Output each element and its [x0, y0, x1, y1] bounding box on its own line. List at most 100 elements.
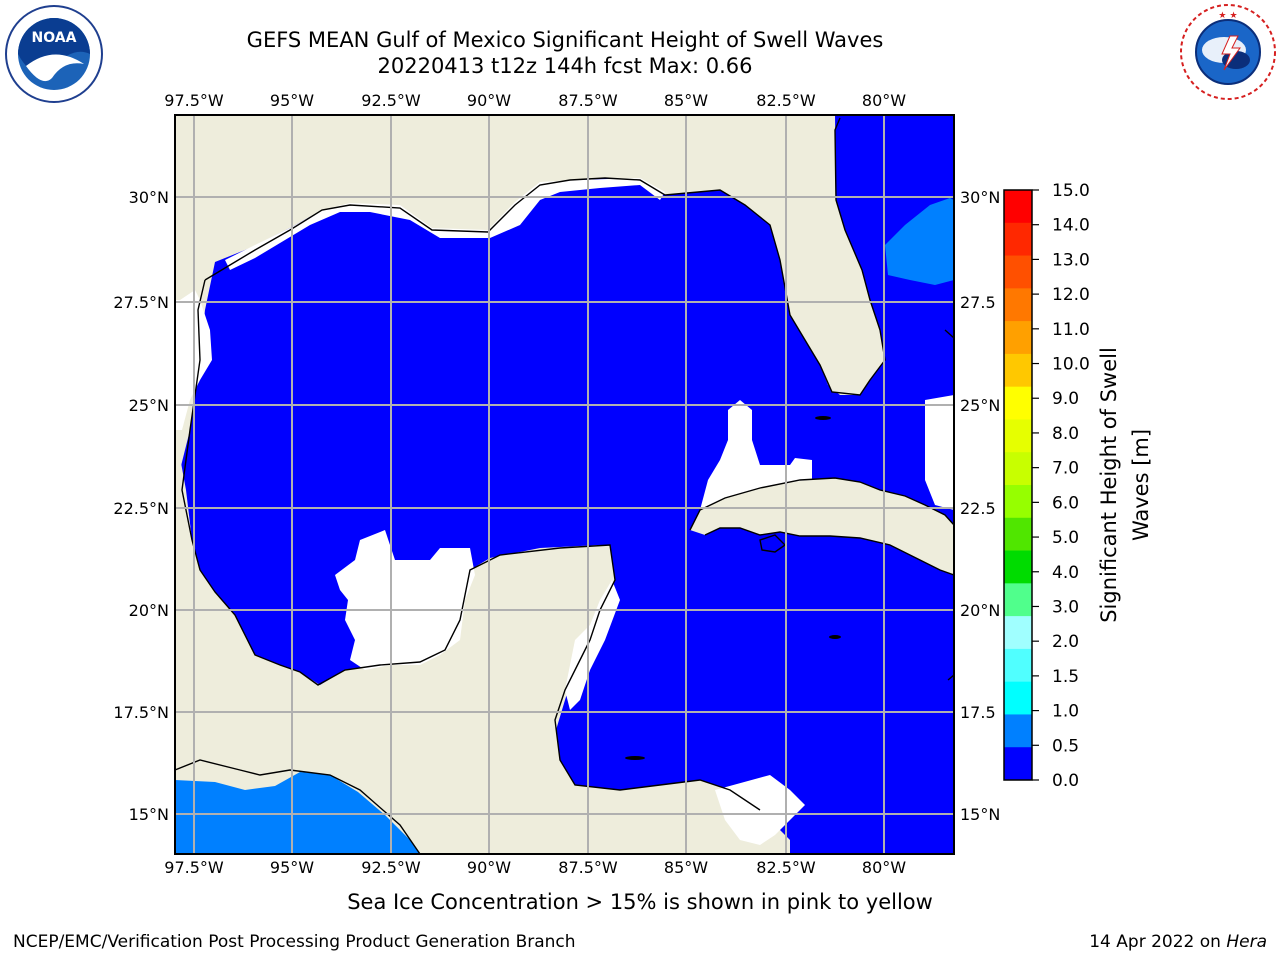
- lat-label-left: 20°N: [129, 601, 169, 620]
- colorbar-swatch: [1004, 288, 1032, 322]
- lon-label-bottom: 85°W: [664, 858, 708, 877]
- cayman-island: [829, 635, 841, 639]
- cuba-land: [690, 478, 954, 575]
- colorbar-swatch: [1004, 616, 1032, 650]
- lat-label-left: 25°N: [129, 396, 169, 415]
- colorbar-tick-label: 14.0: [1052, 216, 1090, 236]
- colorbar-swatch: [1004, 648, 1032, 683]
- colorbar-swatch: [1004, 550, 1032, 584]
- florida-land: [745, 115, 885, 395]
- lat-label-right: 20°N: [960, 601, 1000, 620]
- lon-label-top: 82.5°W: [756, 91, 816, 110]
- colorbar-tick-label: 4.0: [1052, 563, 1079, 583]
- colorbar-swatch: [1004, 681, 1032, 715]
- map-title: GEFS MEAN Gulf of Mexico Significant Hei…: [246, 28, 884, 52]
- colorbar-swatch: [1004, 222, 1032, 257]
- sea-ice-note: Sea Ice Concentration > 15% is shown in …: [347, 890, 933, 914]
- colorbar-tick-label: 1.0: [1052, 702, 1079, 722]
- atlantic-ocean: [835, 115, 954, 480]
- map-gridlines: [175, 115, 954, 854]
- lat-label-right: 17.5: [960, 703, 996, 722]
- colorbar-swatch: [1004, 353, 1032, 388]
- colorbar-tick-labels: 15.0 14.0 13.0 12.0 11.0 10.0 9.0 8.0 7.0 6.0 5.0 4…: [1032, 181, 1090, 791]
- footer-date-text: 14 Apr 2022 on: [1089, 932, 1221, 952]
- noaa-logo: NOAA: [5, 5, 103, 103]
- lon-labels-bottom: 97.5°W 95°W 92.5°W 90°W 87.5°W 85°W 82.5…: [164, 858, 906, 877]
- map-plot-area: [175, 115, 954, 854]
- masked-region-honduras: [565, 580, 620, 710]
- lat-label-left: 30°N: [129, 188, 169, 207]
- map-subtitle: 20220413 t12z 144h fcst Max: 0.66: [377, 54, 753, 78]
- lon-labels-top: 97.5°W 95°W 92.5°W 90°W 87.5°W 85°W 82.5…: [164, 91, 906, 110]
- lon-label-bottom: 97.5°W: [164, 858, 224, 877]
- colorbar-tick-label: 3.0: [1052, 597, 1079, 617]
- lat-label-right: 25°N: [960, 396, 1000, 415]
- noaa-logo-text: NOAA: [32, 30, 77, 46]
- atlantic-swell-patch: [885, 198, 954, 285]
- colorbar-swatch: [1004, 485, 1032, 519]
- lat-labels-left: 30°N 27.5°N 25°N 22.5°N 20°N 17.5°N 15°N: [113, 188, 169, 824]
- colorbar-tick-label: 1.5: [1052, 667, 1079, 687]
- colorbar-swatch: [1004, 190, 1032, 224]
- colorbar-tick-label: 11.0: [1052, 320, 1090, 340]
- colorbar-tick-label: 7.0: [1052, 459, 1079, 479]
- lat-label-right: 22.5: [960, 499, 996, 518]
- colorbar-tick-label: 0.5: [1052, 736, 1079, 756]
- lon-label-top: 92.5°W: [361, 91, 421, 110]
- colorbar: [1004, 190, 1032, 781]
- lat-label-right: 15°N: [960, 805, 1000, 824]
- footer-host: Hera: [1226, 932, 1267, 952]
- colorbar-tick-label: 2.0: [1052, 632, 1079, 652]
- colorbar-tick-label: 13.0: [1052, 250, 1090, 270]
- lon-label-top: 87.5°W: [558, 91, 618, 110]
- lon-label-bottom: 92.5°W: [361, 858, 421, 877]
- colorbar-swatch: [1004, 419, 1032, 453]
- masked-region-central: [335, 530, 475, 670]
- bay-islands: [625, 756, 645, 760]
- lon-label-top: 97.5°W: [164, 91, 224, 110]
- colorbar-tick-label: 15.0: [1052, 181, 1090, 201]
- svg-text:★ ★: ★ ★: [1218, 11, 1237, 21]
- lon-label-top: 95°W: [270, 91, 314, 110]
- colorbar-swatch: [1004, 747, 1032, 781]
- lat-label-left: 17.5°N: [113, 703, 169, 722]
- florida-keys: [815, 416, 831, 420]
- colorbar-swatch: [1004, 321, 1032, 355]
- lat-label-right: 30°N: [960, 188, 1000, 207]
- colorbar-tick-label: 9.0: [1052, 389, 1079, 409]
- lat-label-right: 27.5: [960, 293, 996, 312]
- nws-logo: ★ ★: [1180, 4, 1276, 100]
- lat-label-left: 22.5°N: [113, 499, 169, 518]
- colorbar-tick-label: 12.0: [1052, 285, 1090, 305]
- lat-label-left: 27.5°N: [113, 293, 169, 312]
- footer-date: 14 Apr 2022 on Hera: [1089, 932, 1267, 952]
- colorbar-label-line2: Waves [m]: [1129, 429, 1153, 541]
- colorbar-label-line1: Significant Height of Swell: [1097, 347, 1121, 623]
- footer-credit: NCEP/EMC/Verification Post Processing Pr…: [13, 932, 576, 952]
- map-frame: [174, 114, 955, 855]
- colorbar-tick-label: 5.0: [1052, 528, 1079, 548]
- lat-labels-right: 30°N 27.5 25°N 22.5 20°N 17.5 15°N: [960, 188, 1000, 824]
- colorbar-axis-label: Significant Height of Swell Waves [m]: [1097, 347, 1153, 623]
- colorbar-swatch: [1004, 255, 1032, 289]
- colorbar-swatch: [1004, 583, 1032, 617]
- lon-label-bottom: 87.5°W: [558, 858, 618, 877]
- colorbar-frame: [1003, 189, 1033, 781]
- lon-label-bottom: 80°W: [862, 858, 906, 877]
- colorbar-swatch: [1004, 714, 1032, 748]
- colorbar-tick-label: 10.0: [1052, 355, 1090, 375]
- lon-label-bottom: 95°W: [270, 858, 314, 877]
- lon-label-bottom: 90°W: [467, 858, 511, 877]
- lat-label-left: 15°N: [129, 805, 169, 824]
- colorbar-swatch: [1004, 452, 1032, 486]
- colorbar-tick-label: 8.0: [1052, 424, 1079, 444]
- colorbar-swatch: [1004, 386, 1032, 420]
- lon-label-top: 80°W: [862, 91, 906, 110]
- lon-label-top: 90°W: [467, 91, 511, 110]
- masked-region-bahamas: [925, 395, 954, 510]
- lon-label-top: 85°W: [664, 91, 708, 110]
- colorbar-tick-label: 0.0: [1052, 771, 1079, 791]
- lon-label-bottom: 82.5°W: [756, 858, 816, 877]
- colorbar-swatch: [1004, 517, 1032, 552]
